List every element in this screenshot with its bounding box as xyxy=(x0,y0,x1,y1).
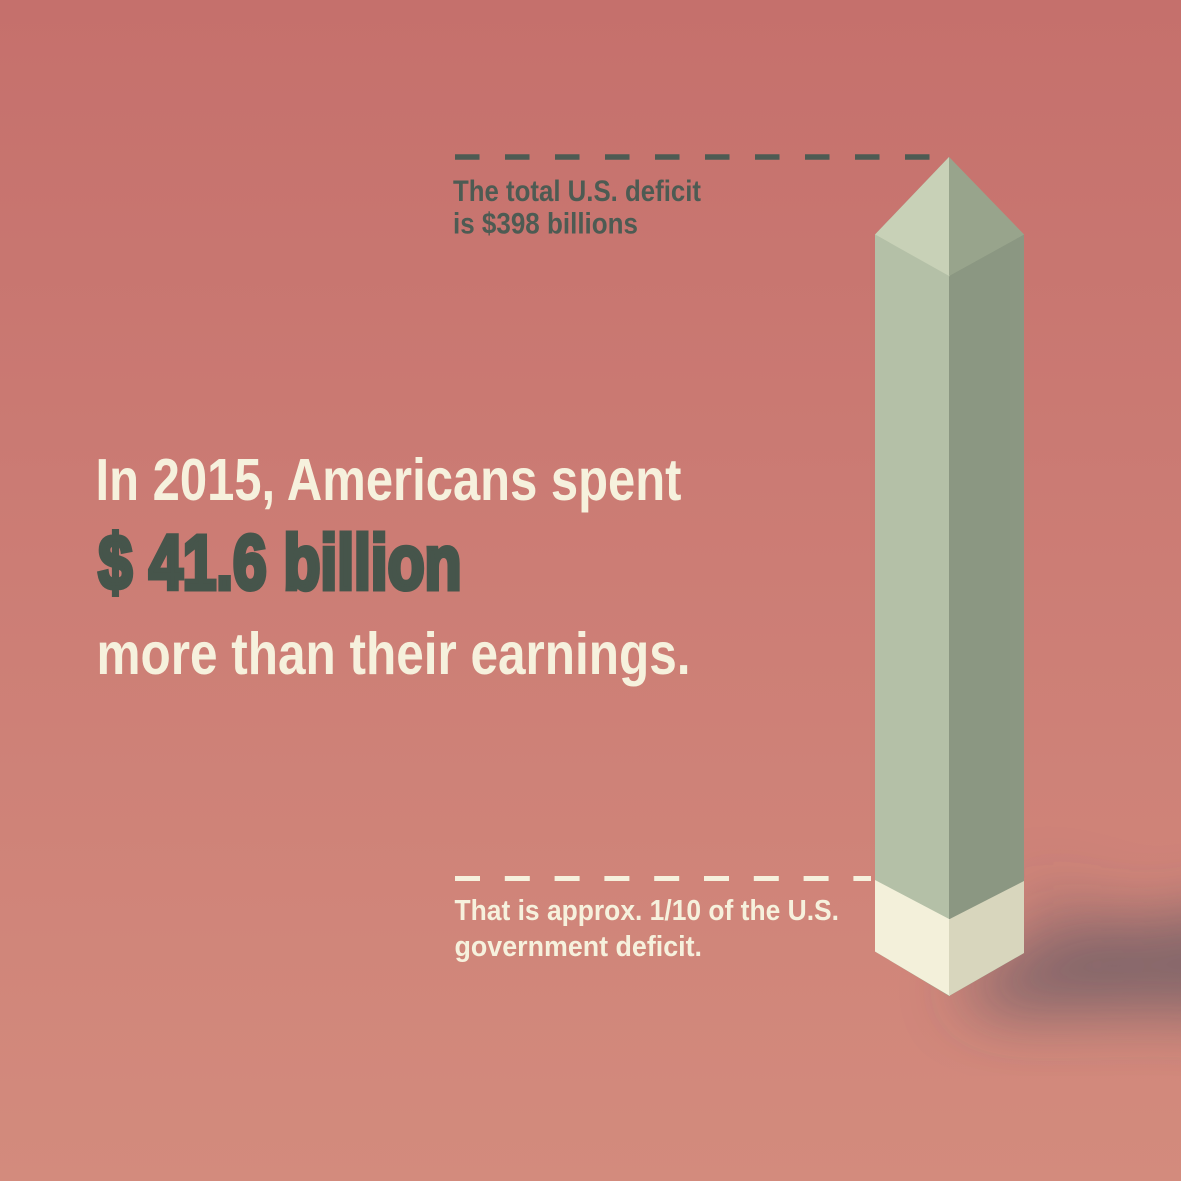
svg-text:$ 41.6 billion: $ 41.6 billion xyxy=(99,520,462,606)
svg-text:The total U.S. deficit: The total U.S. deficit xyxy=(453,175,701,208)
svg-text:In 2015, Americans spent: In 2015, Americans spent xyxy=(96,446,682,513)
svg-text:is $398 billions: is $398 billions xyxy=(453,207,638,240)
svg-text:government deficit.: government deficit. xyxy=(455,931,703,963)
svg-text:more than their earnings.: more than their earnings. xyxy=(97,620,691,687)
svg-text:That is approx. 1/10 of the U.: That is approx. 1/10 of the U.S. xyxy=(455,895,840,927)
